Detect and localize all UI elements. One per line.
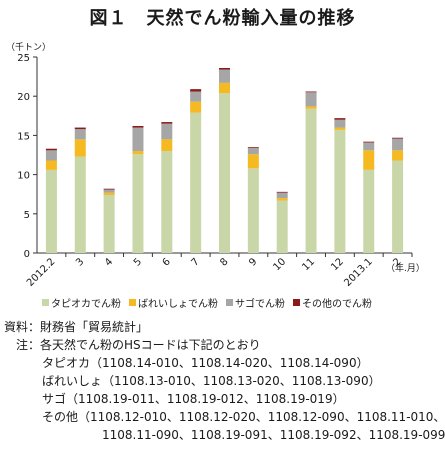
x-tick-label: 5 — [132, 256, 144, 268]
bar-segment-potato — [219, 82, 230, 94]
bar-segment-tapioca — [74, 156, 86, 253]
legend-label-sago: サゴでん粉 — [235, 299, 285, 310]
bar-segment-potato — [190, 101, 202, 113]
y-tick-label: 25 — [17, 53, 30, 64]
x-tick-label: 7 — [189, 256, 201, 268]
bar-segment-sago — [392, 138, 404, 151]
bar-segment-sago — [74, 129, 86, 140]
source-note: 資料：財務省「貿易統計」 — [4, 320, 149, 334]
bar-segment-other — [334, 118, 346, 120]
bar-segment-tapioca — [334, 129, 346, 253]
bar-segment-tapioca — [305, 108, 317, 253]
x-tick-label: 3 — [74, 256, 86, 268]
hs-code-note-heading: 注：各天然でん粉のHSコードは下記のとおり — [16, 338, 261, 352]
bar-segment-sago — [161, 123, 173, 140]
bar-segment-sago — [334, 119, 346, 128]
bar-segment-potato — [45, 160, 57, 170]
bar-segment-tapioca — [103, 194, 115, 253]
y-axis-label: （千トン） — [6, 42, 51, 53]
bar-segment-other — [247, 147, 259, 148]
bar-segment-sago — [276, 192, 288, 199]
x-tick-label: 6 — [161, 256, 173, 268]
y-tick-label: 20 — [17, 92, 30, 103]
bar-segment-sago — [247, 147, 259, 155]
notes-block: 資料：財務省「貿易統計」 注：各天然でん粉のHSコードは下記のとおり タピオカ（… — [4, 318, 445, 444]
hs-code-tapioca: タピオカ（1108.14-010、1108.14-020、1108.14-090… — [42, 356, 369, 370]
x-tick-label: 4 — [103, 256, 115, 268]
bar-segment-tapioca — [392, 160, 404, 253]
x-tick-label: 2013.1 — [342, 256, 375, 289]
bar-segment-other — [305, 91, 317, 93]
hs-code-other-line-2: 1108.11-090、1108.19-091、1108.19-092、1108… — [102, 428, 445, 442]
chart-title: 図１ 天然でん粉輸入量の推移 — [89, 8, 356, 29]
bar-segment-sago — [103, 189, 115, 193]
bar-segment-sago — [305, 92, 317, 107]
legend-label-other: その他のでん粉 — [302, 299, 372, 310]
legend-label-potato: ばれいしょでん粉 — [138, 299, 218, 310]
bar-segment-other — [190, 89, 202, 92]
bar-segment-potato — [392, 150, 404, 161]
legend-swatch-tapioca — [42, 299, 49, 306]
bar-segment-other — [103, 188, 115, 190]
bar-segment-potato — [276, 198, 288, 201]
bar-segment-other — [219, 67, 230, 70]
hs-code-sago: サゴ（1108.19-011、1108.19-012、1108.19-019） — [42, 392, 345, 406]
x-tick-label: 10 — [272, 256, 289, 273]
y-tick-label: 0 — [24, 249, 30, 260]
bar-segment-potato — [132, 151, 144, 155]
bar-segment-tapioca — [45, 169, 57, 253]
y-tick-label: 5 — [24, 210, 30, 221]
bar-segment-tapioca — [219, 93, 230, 254]
bar-segment-potato — [363, 150, 375, 170]
legend-item-potato: ばれいしょでん粉 — [129, 295, 218, 310]
y-tick-label: 15 — [17, 131, 30, 142]
x-tick-label: 11 — [300, 256, 317, 273]
bar-segment-potato — [103, 192, 115, 195]
chart-legend: タピオカでん粉 ばれいしょでん粉 サゴでん粉 その他のでん粉 — [42, 295, 442, 310]
bar-segment-tapioca — [161, 151, 173, 253]
bar-segment-sago — [132, 127, 144, 152]
bar-segment-sago — [219, 69, 230, 83]
bar-segment-tapioca — [363, 169, 375, 253]
legend-item-sago: サゴでん粉 — [226, 295, 285, 310]
legend-swatch-other — [293, 299, 300, 306]
bar-segment-other — [363, 141, 375, 143]
bar-segment-other — [132, 125, 144, 128]
x-tick-label: 12 — [329, 256, 346, 273]
bar-segment-other — [45, 148, 57, 151]
bar-segment-sago — [45, 150, 57, 161]
bar-segment-other — [392, 137, 404, 139]
bar-segment-potato — [334, 127, 346, 130]
x-tick-label: 2012.2 — [25, 256, 58, 289]
x-axis-label: （年.月） — [386, 262, 425, 274]
y-tick-label: 10 — [17, 171, 30, 182]
bar-segment-other — [276, 191, 288, 193]
bar-segment-other — [74, 127, 86, 130]
legend-label-tapioca: タピオカでん粉 — [51, 299, 121, 310]
bar-segment-tapioca — [247, 168, 259, 253]
x-tick-label: 9 — [247, 256, 259, 268]
bar-segment-potato — [305, 106, 317, 109]
bar-segment-tapioca — [276, 200, 288, 253]
bar-segment-potato — [74, 139, 86, 157]
legend-item-tapioca: タピオカでん粉 — [42, 295, 121, 310]
legend-item-other: その他のでん粉 — [293, 295, 372, 310]
bar-segment-tapioca — [190, 112, 202, 253]
stacked-bar-chart: 0 5 10 15 20 25（千トン） 2012.2 3 4 5 6 7 8 9 10 11 122013.1… — [6, 42, 425, 289]
bar-segment-tapioca — [132, 154, 144, 253]
bar-segment-other — [161, 122, 173, 124]
bar-segment-sago — [363, 142, 375, 151]
bar-segment-potato — [247, 154, 259, 169]
legend-swatch-sago — [226, 299, 233, 306]
legend-swatch-potato — [129, 299, 136, 306]
bar-segment-sago — [190, 91, 202, 102]
bar-segment-potato — [161, 139, 173, 152]
hs-code-other-line-1: その他（1108.12-010、1108.12-020、1108.12-090、… — [42, 410, 445, 424]
x-tick-label: 8 — [218, 256, 230, 268]
hs-code-potato: ばれいしょ（1108.13-010、1108.13-020、1108.13-09… — [42, 374, 381, 388]
